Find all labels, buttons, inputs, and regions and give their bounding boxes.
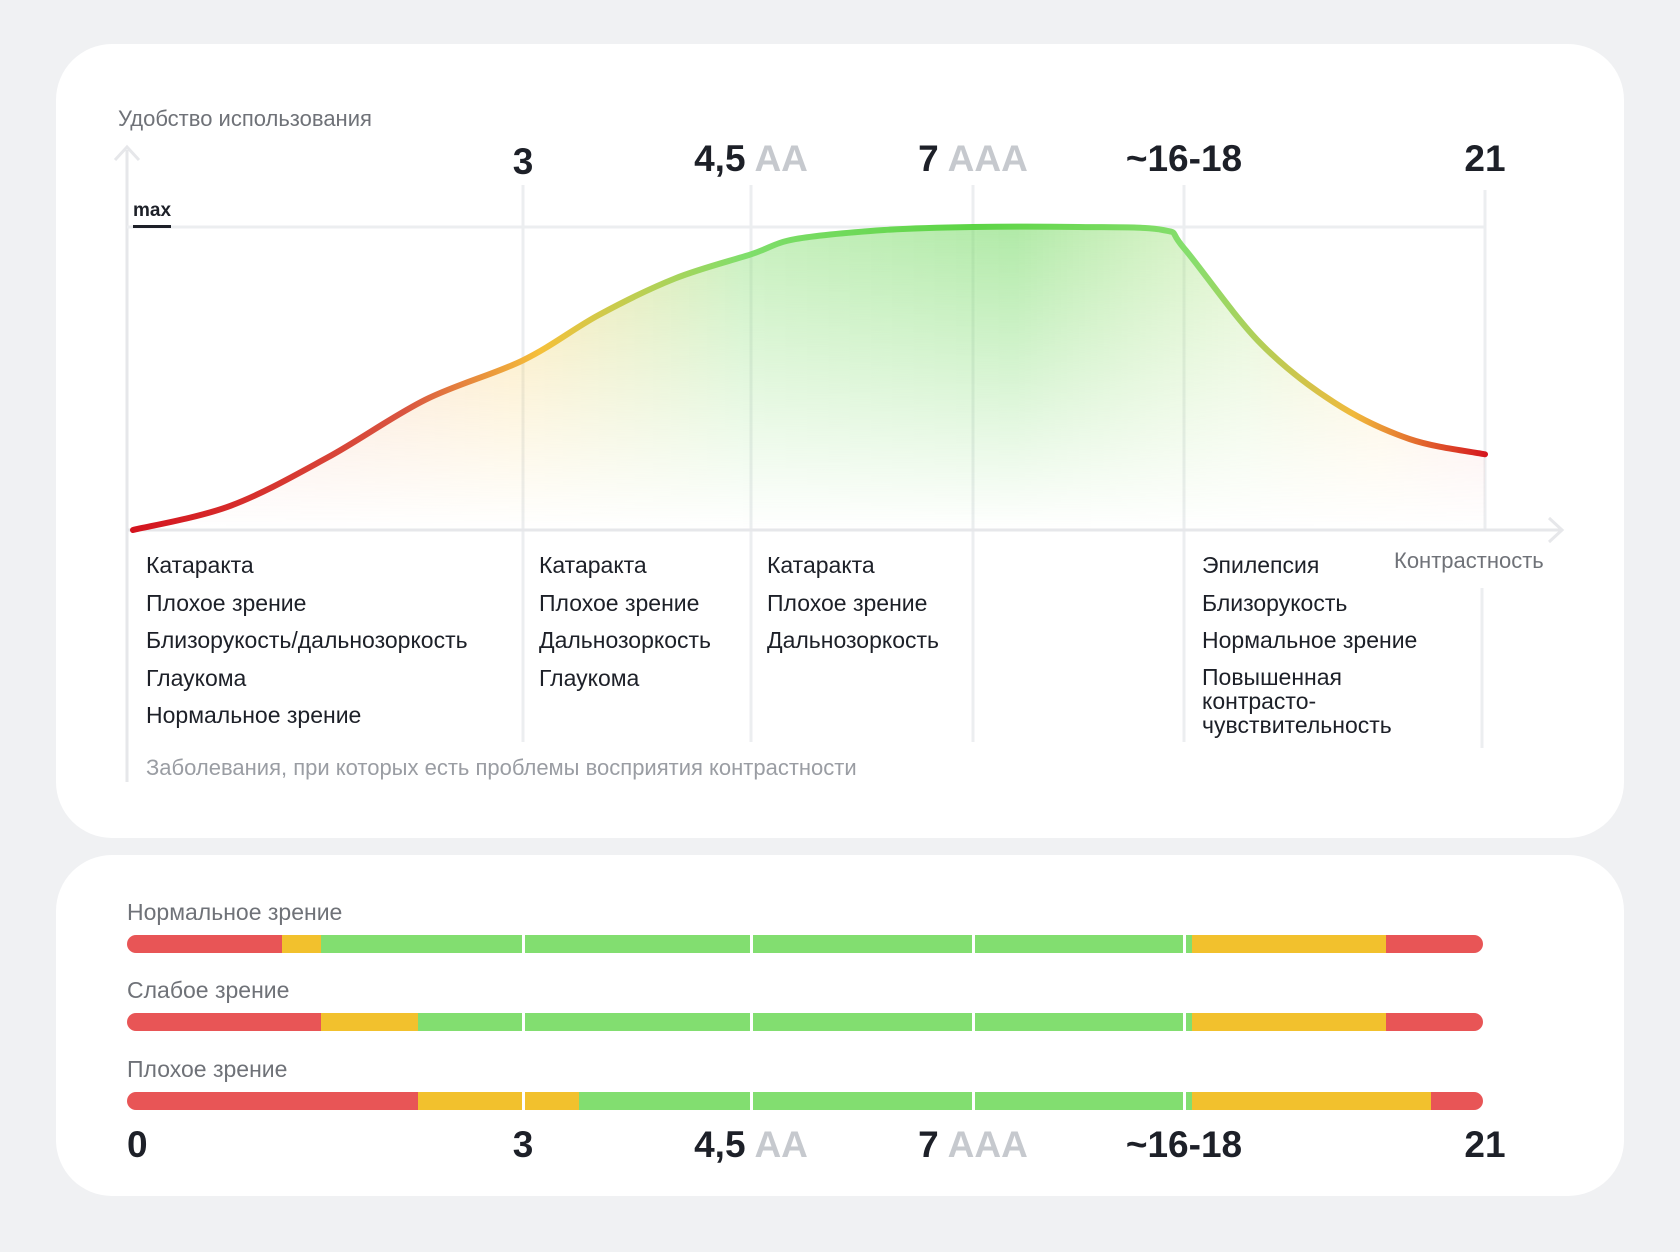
- bottom-scale-label-4: ~16-18: [1126, 1124, 1242, 1166]
- condition-item: Повышенная контрасто-чувствительность: [1202, 663, 1392, 738]
- bar-segment-yellow: [1192, 1092, 1432, 1110]
- condition-item: Близорукость/дальнозоркость: [146, 627, 468, 653]
- bar-segment-yellow: [320, 1013, 418, 1031]
- bar-title-poor: Плохое зрение: [127, 1056, 288, 1082]
- top-tick-label-0: 3: [513, 141, 534, 183]
- condition-item: Катаракта: [539, 552, 647, 578]
- bar-separator: [1182, 1013, 1186, 1031]
- bottom-scale-label-0: 0: [127, 1124, 148, 1166]
- conditions-column-1: Катаракта Плохое зрение Близорукость/дал…: [146, 552, 468, 740]
- top-tick-label-2: 7 AAA: [918, 138, 1028, 180]
- tick-value: 3: [512, 141, 534, 182]
- conditions-column-3: Катаракта Плохое зрение Дальнозоркость: [767, 552, 939, 665]
- bar-separator: [971, 1013, 975, 1031]
- bottom-scale-label-1: 3: [513, 1124, 534, 1166]
- bar-title-normal: Нормальное зрение: [127, 899, 343, 925]
- bar-normal-vision: [127, 935, 1483, 953]
- tick-value: 3: [512, 1124, 534, 1165]
- bar-separator: [749, 1092, 753, 1110]
- bar-separator: [749, 935, 753, 953]
- bar-segment-yellow: [281, 935, 321, 953]
- condition-item: Нормальное зрение: [1202, 627, 1418, 653]
- bar-separator: [971, 1092, 975, 1110]
- conditions-column-5: Эпилепсия Близорукость Нормальное зрение…: [1202, 552, 1442, 738]
- tick-value: ~16-18: [1125, 138, 1243, 179]
- bar-segment-green: [320, 935, 1193, 953]
- bar-weak-vision: [127, 1013, 1483, 1031]
- top-tick-label-1: 4,5 AA: [694, 138, 808, 180]
- tick-value: 7: [918, 138, 939, 179]
- bar-segment-red: [1431, 1092, 1483, 1110]
- condition-item: Дальнозоркость: [539, 627, 712, 653]
- condition-item: Дальнозоркость: [767, 627, 940, 653]
- wcag-grade-label: AA: [754, 138, 808, 179]
- bar-segment-red: [127, 1092, 418, 1110]
- bar-separator: [749, 1013, 753, 1031]
- bar-segment-green: [579, 1092, 1193, 1110]
- bar-segment-yellow: [1192, 1013, 1387, 1031]
- tick-value: 21: [1464, 1124, 1506, 1165]
- bar-title-weak: Слабое зрение: [127, 977, 290, 1003]
- condition-item: Катаракта: [146, 552, 254, 578]
- tick-value: 4,5: [694, 138, 746, 179]
- condition-item: Глаукома: [539, 664, 640, 691]
- condition-item: Глаукома: [146, 664, 247, 691]
- condition-item: Близорукость: [1202, 589, 1348, 616]
- y-axis-arrow: [113, 144, 141, 162]
- bar-segment-red: [127, 1013, 321, 1031]
- wcag-grade-label: AAA: [947, 1124, 1028, 1165]
- conditions-column-2: Катаракта Плохое зрение Дальнозоркость Г…: [539, 552, 711, 702]
- y-axis-title: Удобство использования: [118, 106, 372, 131]
- bottom-scale-label-3: 7 AAA: [918, 1124, 1028, 1166]
- condition-item: Эпилепсия: [1202, 552, 1320, 578]
- max-label: max: [133, 200, 172, 228]
- bar-separator: [521, 935, 525, 953]
- bar-segment-red: [127, 935, 282, 953]
- footnote: Заболевания, при которых есть проблемы в…: [146, 755, 857, 780]
- bar-poor-vision: [127, 1092, 1483, 1110]
- tick-value: 4,5: [694, 1124, 746, 1165]
- bar-segment-yellow: [1192, 935, 1387, 953]
- wcag-grade-label: AA: [754, 1124, 808, 1165]
- wcag-grade-label: AAA: [947, 138, 1028, 179]
- bar-segment-yellow: [417, 1092, 579, 1110]
- condition-item: Плохое зрение: [146, 589, 307, 616]
- usability-curve: [130, 223, 1488, 533]
- bar-segment-red: [1386, 935, 1483, 953]
- bottom-scale-label-5: 21: [1464, 1124, 1505, 1166]
- tick-value: ~16-18: [1125, 1124, 1243, 1165]
- condition-item: Плохое зрение: [767, 589, 928, 616]
- x-axis-title: Контрастность: [1394, 548, 1544, 573]
- usability-area: [133, 226, 1485, 530]
- condition-item: Катаракта: [767, 552, 875, 578]
- bar-separator: [971, 935, 975, 953]
- bar-separator: [1182, 935, 1186, 953]
- tick-value: 7: [918, 1124, 939, 1165]
- bar-segment-red: [1386, 1013, 1483, 1031]
- condition-item: Нормальное зрение: [146, 702, 362, 728]
- top-tick-label-3: ~16-18: [1126, 138, 1242, 180]
- condition-item: Плохое зрение: [539, 589, 700, 616]
- bar-segment-green: [417, 1013, 1193, 1031]
- bar-separator: [521, 1013, 525, 1031]
- bar-separator: [521, 1092, 525, 1110]
- top-tick-label-4: 21: [1464, 138, 1505, 180]
- bottom-scale-label-2: 4,5 AA: [694, 1124, 808, 1166]
- x-axis-arrow: [1547, 516, 1565, 544]
- tick-value: 21: [1464, 138, 1506, 179]
- usability-curve-chart: [113, 144, 1565, 782]
- tick-value: 0: [127, 1124, 148, 1165]
- bar-separator: [1182, 1092, 1186, 1110]
